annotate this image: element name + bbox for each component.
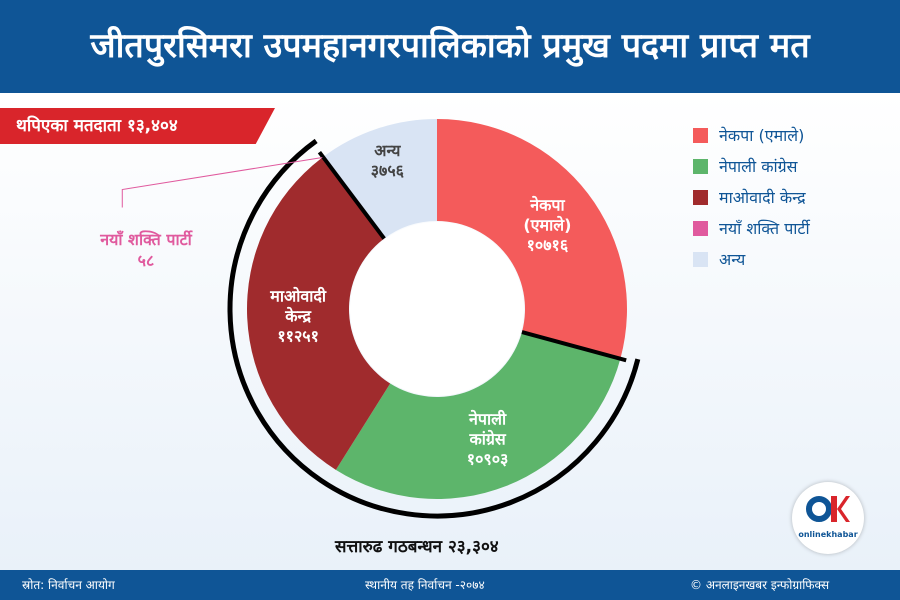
donut-hole [350, 222, 524, 396]
legend-item: नयाँ शक्ति पार्टी [693, 215, 893, 246]
legend-swatch [693, 159, 708, 174]
coalition-divider [521, 330, 627, 363]
legend-item: नेकपा (एमाले) [693, 122, 893, 153]
legend-label: नेकपा (एमाले) [719, 126, 805, 145]
legend-swatch [693, 190, 708, 205]
legend-item: माओवादी केन्द्र [693, 184, 893, 215]
footer-source: स्रोत: निर्वाचन आयोग [22, 578, 115, 592]
legend-swatch [693, 252, 708, 267]
slice-other [323, 119, 437, 239]
slice-maoist-centre [247, 158, 391, 470]
legend-label: नेपाली कांग्रेस [719, 157, 798, 176]
legend-swatch [693, 221, 708, 236]
slice-label-nekapa-emale: नेकपा (एमाले) १०७१६ [523, 196, 571, 255]
slice-label-maoist-centre: माओवादी केन्द्र ११२५१ [269, 286, 327, 345]
legend-label: अन्य [719, 250, 746, 269]
slice-label-other: अन्य ३७५६ [371, 141, 405, 180]
legend-swatch [693, 128, 708, 143]
legend-item: अन्य [693, 246, 893, 277]
ok-logo-icon [806, 496, 850, 522]
slice-label-naya-shakti: नयाँ शक्ति पार्टी ५८ [99, 230, 193, 270]
footer-election: स्थानीय तह निर्वाचन -२०७४ [365, 578, 485, 592]
footer-copyright: © अनलाइनखबर इन्फोग्राफिक्स [690, 578, 830, 592]
slice-label-nepali-congress: नेपाली कांग्रेस १०९०३ [467, 409, 509, 468]
slice-nepali-congress [335, 332, 621, 499]
legend: नेकपा (एमाले) नेपाली कांग्रेस माओवादी के… [693, 122, 893, 277]
legend-item: नेपाली कांग्रेस [693, 153, 893, 184]
legend-label: नयाँ शक्ति पार्टी [719, 219, 810, 238]
coalition-arc [227, 138, 641, 519]
page-title: जीतपुरसिमरा उपमहानगरपालिकाको प्रमुख पदमा… [90, 26, 810, 66]
coalition-divider [317, 150, 386, 240]
logo-text: onlinekhabar [798, 530, 858, 539]
header-bar: जीतपुरसिमरा उपमहानगरपालिकाको प्रमुख पदमा… [0, 0, 900, 93]
legend-label: माओवादी केन्द्र [719, 188, 806, 207]
onlinekhabar-logo: onlinekhabar [792, 482, 864, 554]
extra-voters-badge: थपिएका मतदाता १३,४०४ [0, 108, 275, 144]
callout-leader-naya-shakti [121, 157, 323, 208]
slice-nekapa-emale [437, 119, 628, 359]
coalition-total: सत्तारुढ गठबन्धन २३,३०४ [335, 537, 499, 557]
footer-bar: स्रोत: निर्वाचन आयोग स्थानीय तह निर्वाचन… [0, 570, 900, 600]
